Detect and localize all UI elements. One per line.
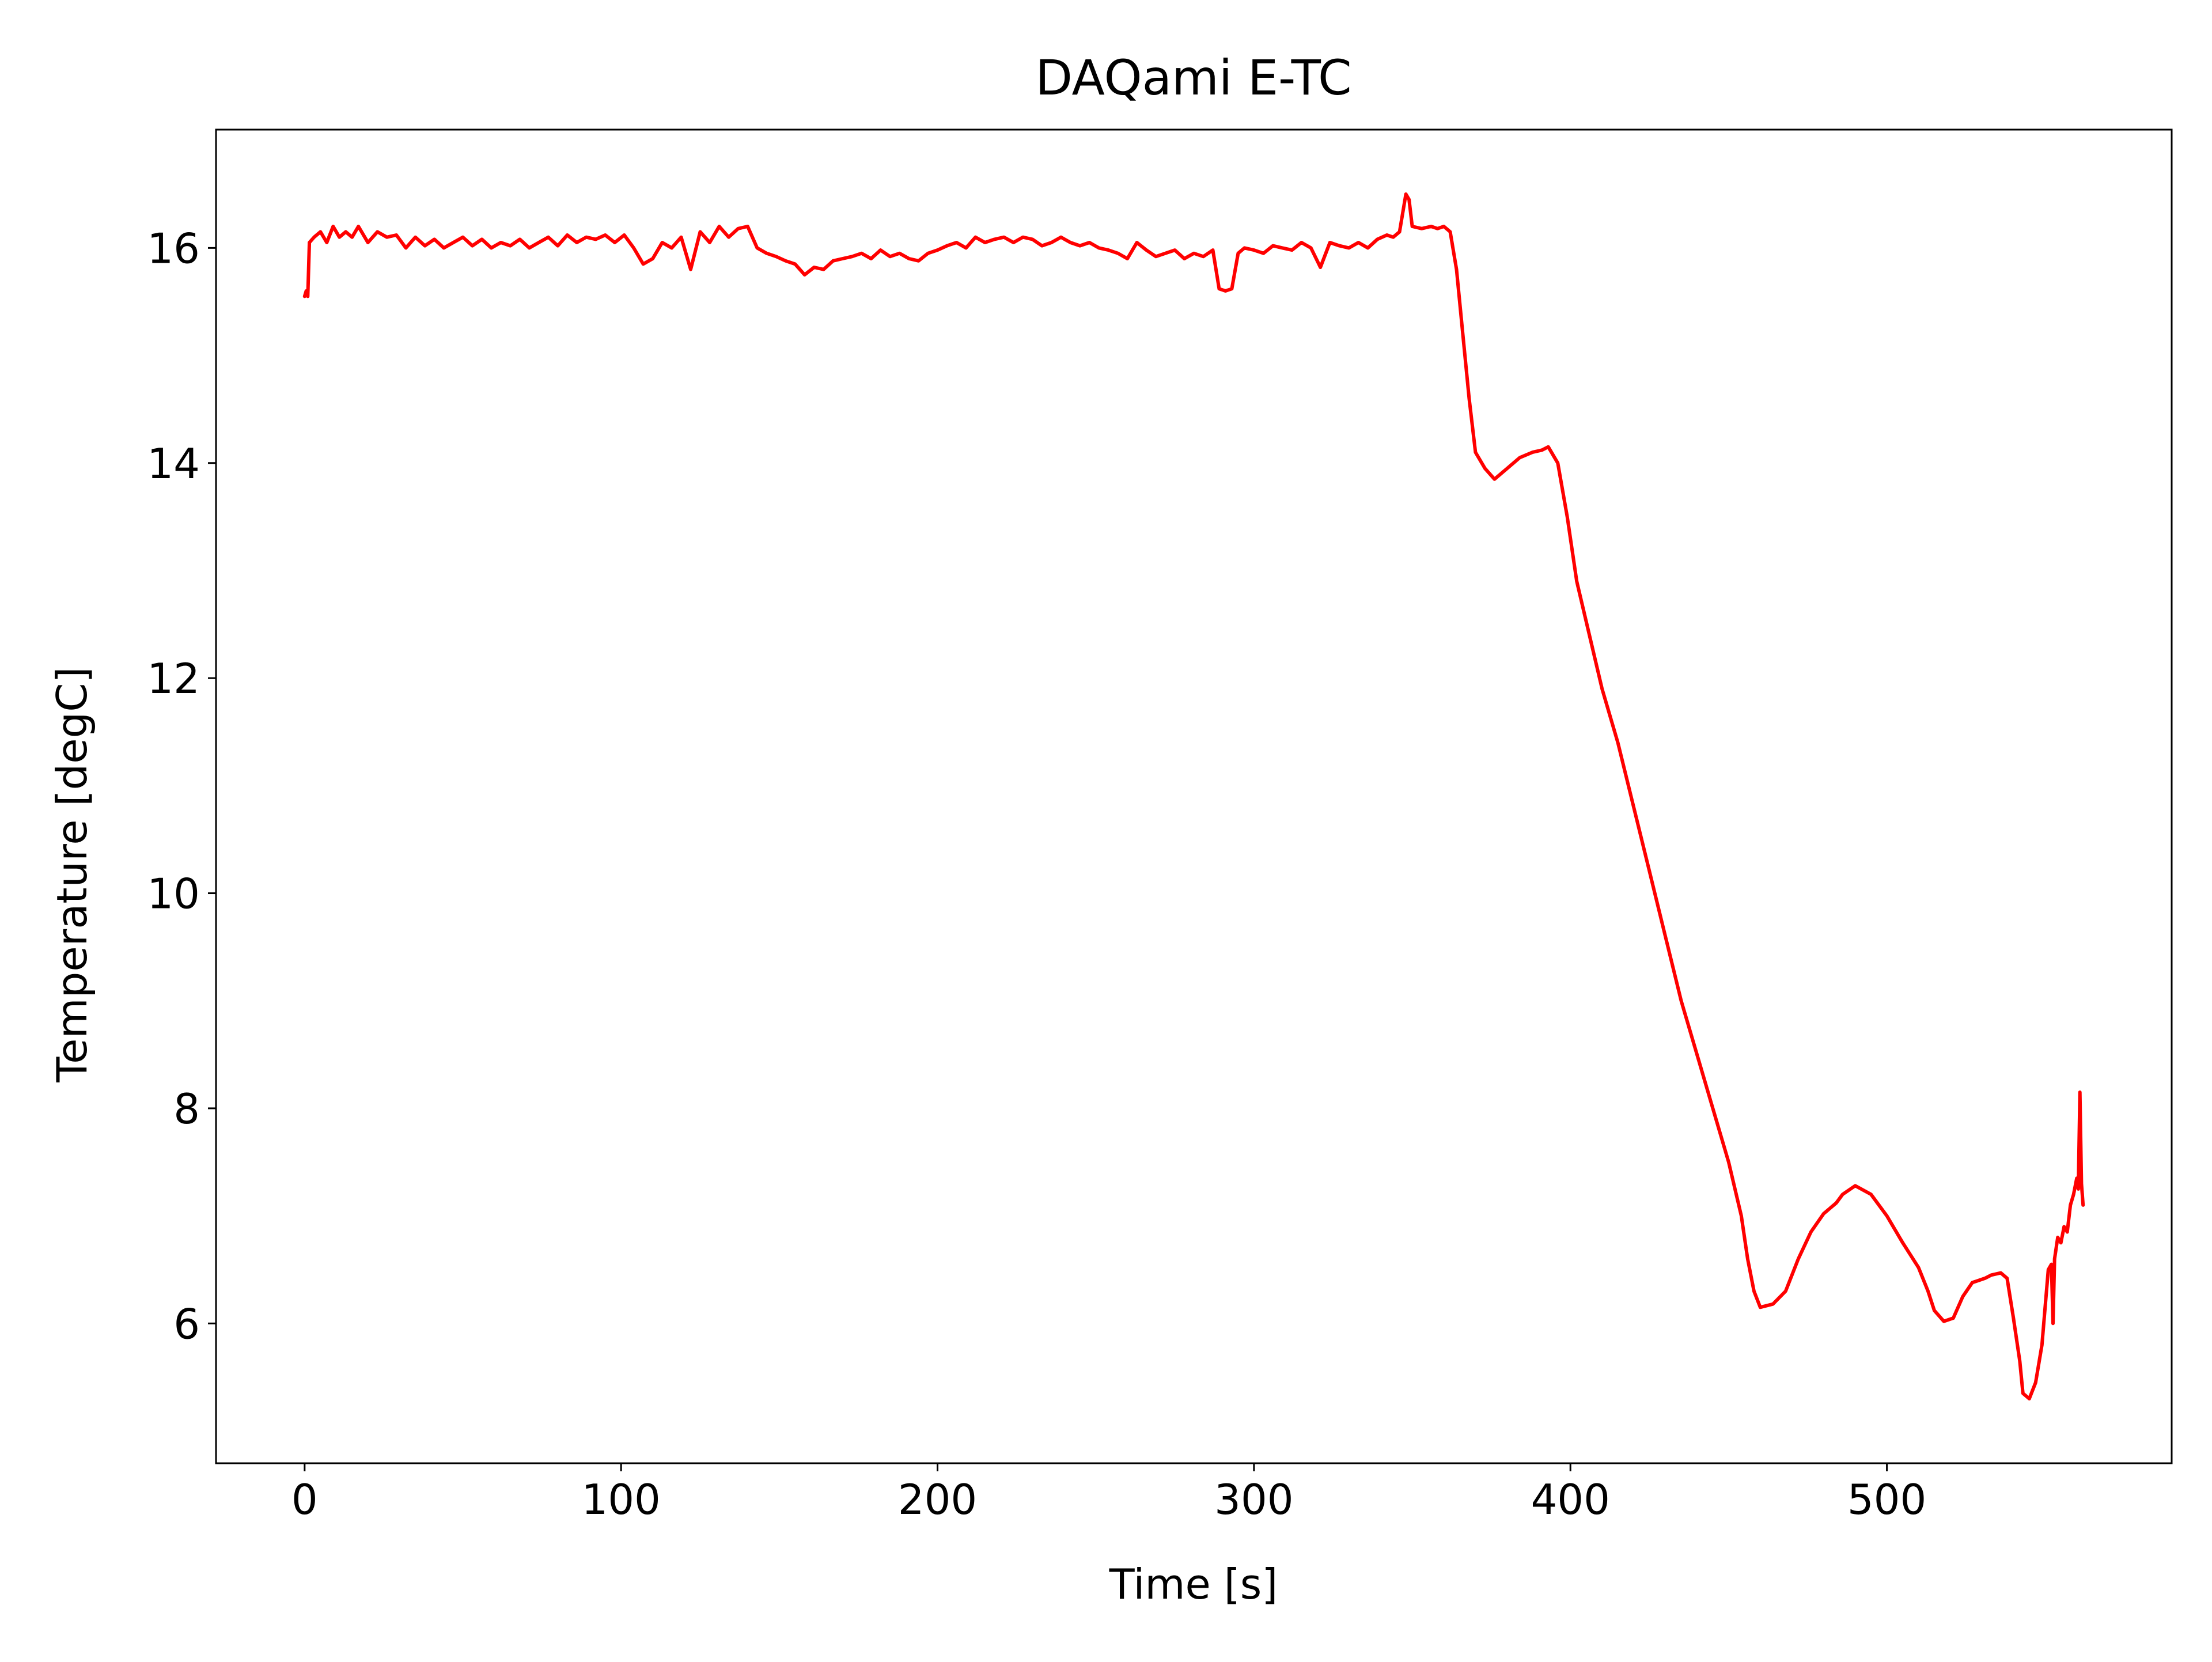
x-tick-label: 300 [1214,1475,1293,1524]
y-tick-label: 12 [147,654,200,703]
y-axis-label: Temperature [degC] [48,667,96,1082]
y-tick-label: 14 [147,440,200,488]
chart-title: DAQami E-TC [1035,50,1351,106]
y-tick-label: 8 [173,1085,200,1133]
y-tick-label: 10 [147,870,200,918]
x-tick-label: 200 [898,1475,977,1524]
x-tick-label: 100 [581,1475,660,1524]
x-tick-label: 500 [1847,1475,1926,1524]
series-line-0 [302,192,2085,1400]
x-tick-label: 0 [291,1475,318,1524]
y-tick-label: 16 [147,224,200,272]
x-axis-label: Time [s] [1109,1560,1278,1608]
y-tick-label: 6 [173,1300,200,1348]
plot-area: 0 100 200 300 400 500 6 8 10 12 14 16 [147,128,2173,1524]
axes-frame [215,128,2173,1464]
x-tick-label: 400 [1531,1475,1610,1524]
